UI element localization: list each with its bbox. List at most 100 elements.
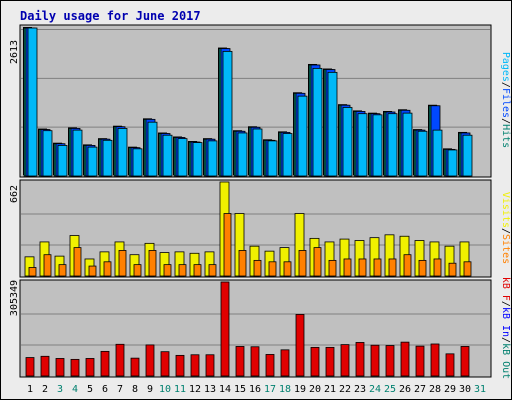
bar-kbf-day-28 <box>430 343 440 377</box>
bar-sites-day-19 <box>298 250 307 277</box>
bar-sites-day-21 <box>328 259 337 277</box>
bar-kbf-day-9 <box>145 344 155 377</box>
legend-right-kbytes: kB F/kB In/kB Out <box>500 277 511 379</box>
x-label-day-7: 7 <box>117 384 123 395</box>
x-label-day-26: 26 <box>399 384 411 395</box>
bar-pages-day-5 <box>87 146 98 177</box>
bar-kbf-day-19 <box>295 314 305 377</box>
bar-kbf-day-7 <box>115 343 125 377</box>
x-label-day-24: 24 <box>369 384 381 395</box>
bar-pages-day-17 <box>267 140 278 177</box>
bar-pages-day-22 <box>342 107 353 177</box>
bar-sites-day-30 <box>463 261 472 277</box>
x-label-day-8: 8 <box>132 384 138 395</box>
bar-sites-day-14 <box>223 213 232 277</box>
x-label-day-23: 23 <box>354 384 366 395</box>
bar-pages-day-21 <box>327 71 338 177</box>
bar-sites-day-28 <box>433 258 442 277</box>
bar-kbf-day-22 <box>340 344 350 377</box>
bar-pages-day-3 <box>57 145 68 177</box>
bar-sites-day-16 <box>253 259 262 277</box>
bar-kbf-day-11 <box>175 354 185 377</box>
legend-kbout: kB Out <box>500 343 511 379</box>
x-label-day-13: 13 <box>204 384 216 395</box>
x-label-day-10: 10 <box>159 384 171 395</box>
bar-pages-day-1 <box>27 27 38 177</box>
x-label-day-29: 29 <box>444 384 456 395</box>
legend-hits: Hits <box>500 124 511 148</box>
chart-marks <box>21 27 490 377</box>
legend-sites: Sites <box>500 234 511 264</box>
bar-sites-day-24 <box>373 258 382 277</box>
bar-sites-day-3 <box>58 264 67 277</box>
legend-visits: Visits <box>500 192 511 228</box>
legend-kbf: kB F <box>500 277 511 301</box>
bar-sites-day-8 <box>133 264 142 277</box>
bar-kbf-day-13 <box>205 354 215 377</box>
bar-sites-day-26 <box>403 254 412 277</box>
bar-sites-day-11 <box>178 264 187 277</box>
bar-kbf-day-24 <box>370 344 380 377</box>
x-label-day-30: 30 <box>459 384 471 395</box>
x-label-day-14: 14 <box>219 384 231 395</box>
bar-kbf-day-3 <box>55 358 65 377</box>
bar-pages-day-2 <box>42 130 53 177</box>
bar-pages-day-14 <box>222 50 233 177</box>
x-label-day-28: 28 <box>429 384 441 395</box>
bar-pages-day-8 <box>132 148 143 177</box>
bar-sites-day-7 <box>118 250 127 277</box>
x-label-day-19: 19 <box>294 384 306 395</box>
x-label-day-15: 15 <box>234 384 246 395</box>
y-max-label-visits: 662 <box>9 185 20 203</box>
y-max-label-kbytes: 305349 <box>9 280 20 316</box>
bar-pages-day-10 <box>162 134 173 177</box>
bar-kbf-day-8 <box>130 357 140 377</box>
bar-pages-day-30 <box>462 134 473 177</box>
bar-pages-day-27 <box>417 130 428 177</box>
x-label-day-22: 22 <box>339 384 351 395</box>
x-label-day-2: 2 <box>42 384 48 395</box>
x-label-day-3: 3 <box>57 384 63 395</box>
bar-kbf-day-4 <box>70 358 80 377</box>
y-max-label-hits: 2613 <box>9 40 20 64</box>
bar-kbf-day-21 <box>325 346 335 377</box>
bar-sites-day-27 <box>418 259 427 277</box>
bar-sites-day-20 <box>313 247 322 277</box>
bar-kbf-day-27 <box>415 345 425 377</box>
panel-visits <box>19 179 492 278</box>
bar-kbf-day-23 <box>355 342 365 377</box>
x-label-day-31: 31 <box>474 384 486 395</box>
bar-pages-day-18 <box>282 133 293 177</box>
bar-kbf-day-25 <box>385 345 395 377</box>
bar-kbf-day-26 <box>400 341 410 377</box>
x-label-day-18: 18 <box>279 384 291 395</box>
bar-kbf-day-10 <box>160 351 170 377</box>
bar-sites-day-29 <box>448 262 457 277</box>
bar-pages-day-9 <box>147 121 158 177</box>
bar-pages-day-7 <box>117 128 128 177</box>
bar-pages-day-15 <box>237 132 248 177</box>
bar-sites-day-13 <box>208 264 217 277</box>
bar-kbf-day-2 <box>40 355 50 377</box>
x-label-day-11: 11 <box>174 384 186 395</box>
bar-kbf-day-20 <box>310 346 320 377</box>
bar-pages-day-28 <box>432 129 443 177</box>
bar-pages-day-24 <box>372 114 383 177</box>
bar-kbf-day-16 <box>250 346 260 377</box>
x-label-day-16: 16 <box>249 384 261 395</box>
x-label-day-20: 20 <box>309 384 321 395</box>
bar-pages-day-25 <box>387 113 398 177</box>
bar-pages-day-4 <box>72 129 83 177</box>
legend-right-visits: Visits/Sites <box>500 192 511 264</box>
bar-kbf-day-29 <box>445 353 455 377</box>
x-label-day-9: 9 <box>147 384 153 395</box>
bar-kbf-day-12 <box>190 354 200 377</box>
legend-kbin: kB In <box>500 307 511 337</box>
bar-kbf-day-1 <box>25 357 35 377</box>
bar-pages-day-29 <box>447 149 458 177</box>
bar-kbf-day-18 <box>280 349 290 377</box>
bar-kbf-day-6 <box>100 350 110 377</box>
bar-sites-day-12 <box>193 264 202 277</box>
x-label-day-12: 12 <box>189 384 201 395</box>
